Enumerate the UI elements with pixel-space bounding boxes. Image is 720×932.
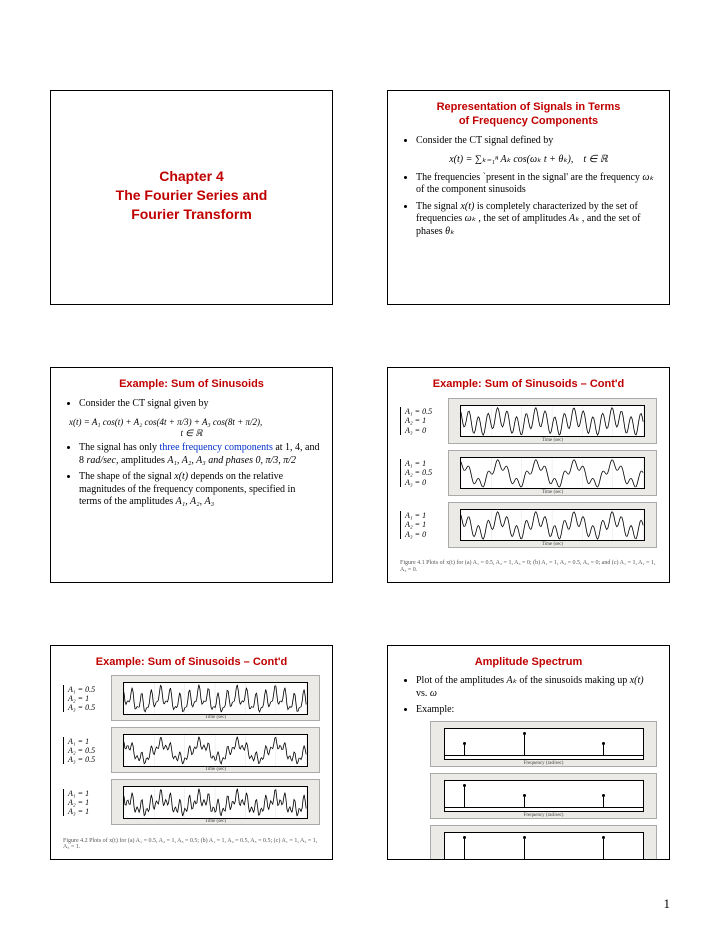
- wave-graph: Time (sec): [111, 727, 320, 773]
- slide-2-title: Representation of Signals in Terms of Fr…: [400, 101, 657, 129]
- panel-params: A₁ = 1A₂ = 0.5A₃ = 0: [400, 459, 442, 487]
- slide-6-b2: Example:: [416, 704, 657, 717]
- wave-panel-row: A₁ = 1A₂ = 0.5A₃ = 0 Time (sec): [400, 450, 657, 496]
- slide-6-bullets: Plot of the amplitudes Aₖ of the sinusoi…: [416, 675, 657, 721]
- slide-1-title: Chapter 4 The Fourier Series and Fourier…: [116, 167, 268, 224]
- slide-3: Example: Sum of Sinusoids Consider the C…: [50, 367, 333, 582]
- slide-1-chapter: Chapter 4: [116, 167, 268, 186]
- slide-4-panels: A₁ = 0.5A₂ = 1A₃ = 0 Time (sec) A₁ = 1A₂…: [400, 398, 657, 558]
- wave-graph: Time (sec): [111, 675, 320, 721]
- slide-2-b1: Consider the CT signal defined by: [416, 135, 657, 148]
- wave-panel-row: A₁ = 1A₂ = 1A₃ = 0 Time (sec): [400, 502, 657, 548]
- slide-3-b2: The signal has only three frequency comp…: [79, 442, 320, 467]
- page-number: 1: [664, 896, 671, 912]
- slide-6-panels: Frequency (rad/sec) Frequency (rad/sec) …: [430, 721, 657, 860]
- wave-graph: Time (sec): [448, 450, 657, 496]
- slide-5-title: Example: Sum of Sinusoids – Cont'd: [63, 656, 320, 670]
- slide-6-b1: Plot of the amplitudes Aₖ of the sinusoi…: [416, 675, 657, 700]
- spectrum-panel-row: Frequency (rad/sec): [430, 721, 657, 767]
- slide-6-title: Amplitude Spectrum: [400, 656, 657, 670]
- slide-2-formula: x(t) = ∑ₖ₌₁ⁿ Aₖ cos(ωₖ t + θₖ), t ∈ ℝ: [400, 154, 657, 167]
- slide-1-line2: The Fourier Series and: [116, 186, 268, 205]
- panel-params: A₁ = 0.5A₂ = 1A₃ = 0: [400, 407, 442, 435]
- wave-panel-row: A₁ = 1A₂ = 1A₃ = 1 Time (sec): [63, 779, 320, 825]
- slide-3-title: Example: Sum of Sinusoids: [63, 378, 320, 392]
- slide-2: Representation of Signals in Terms of Fr…: [387, 90, 670, 305]
- wave-panel-row: A₁ = 0.5A₂ = 1A₃ = 0 Time (sec): [400, 398, 657, 444]
- slide-5-caption: Figure 4.2 Plots of x(t) for (a) A₁ = 0.…: [63, 838, 320, 851]
- slide-4-caption: Figure 4.1 Plots of x(t) for (a) A₁ = 0.…: [400, 560, 657, 573]
- slide-3-bullets: Consider the CT signal given by: [79, 398, 320, 415]
- wave-graph: Time (sec): [448, 398, 657, 444]
- spectrum-panel-row: ω Frequency (rad/sec): [430, 825, 657, 860]
- panel-params: A₁ = 0.5A₂ = 1A₃ = 0.5: [63, 685, 105, 713]
- slide-4: Example: Sum of Sinusoids – Cont'd A₁ = …: [387, 367, 670, 582]
- slide-3-b1: Consider the CT signal given by: [79, 398, 320, 411]
- spectrum-graph: Frequency (rad/sec): [430, 721, 657, 767]
- slide-3-b3: The shape of the signal x(t) depends on …: [79, 471, 320, 509]
- slide-3-formula2: t ∈ ℝ: [63, 428, 320, 439]
- panel-params: A₁ = 1A₂ = 1A₃ = 1: [63, 789, 105, 817]
- wave-graph: Time (sec): [111, 779, 320, 825]
- slide-5-panels: A₁ = 0.5A₂ = 1A₃ = 0.5 Time (sec) A₁ = 1…: [63, 675, 320, 835]
- spectrum-graph: Frequency (rad/sec): [430, 773, 657, 819]
- slide-4-title: Example: Sum of Sinusoids – Cont'd: [400, 378, 657, 392]
- slide-3-bullets2: The signal has only three frequency comp…: [79, 442, 320, 513]
- slide-2-title-l1: Representation of Signals in Terms: [437, 101, 621, 113]
- panel-params: A₁ = 1A₂ = 1A₃ = 0: [400, 511, 442, 539]
- page: Chapter 4 The Fourier Series and Fourier…: [0, 0, 720, 932]
- slide-grid: Chapter 4 The Fourier Series and Fourier…: [50, 90, 670, 860]
- slide-2-bullets2: The frequencies `present in the signal' …: [416, 172, 657, 243]
- spectrum-panel-row: Frequency (rad/sec): [430, 773, 657, 819]
- panel-params: A₁ = 1A₂ = 0.5A₃ = 0.5: [63, 737, 105, 765]
- wave-panel-row: A₁ = 1A₂ = 0.5A₃ = 0.5 Time (sec): [63, 727, 320, 773]
- spectrum-graph: ω Frequency (rad/sec): [430, 825, 657, 860]
- slide-2-bullets: Consider the CT signal defined by: [416, 135, 657, 152]
- wave-graph: Time (sec): [448, 502, 657, 548]
- slide-1: Chapter 4 The Fourier Series and Fourier…: [50, 90, 333, 305]
- slide-2-b3: The signal x(t) is completely characteri…: [416, 201, 657, 239]
- slide-2-b2: The frequencies `present in the signal' …: [416, 172, 657, 197]
- slide-2-title-l2: of Frequency Components: [459, 115, 598, 127]
- slide-1-line3: Fourier Transform: [116, 205, 268, 224]
- slide-1-center: Chapter 4 The Fourier Series and Fourier…: [63, 101, 320, 296]
- slide-5: Example: Sum of Sinusoids – Cont'd A₁ = …: [50, 645, 333, 860]
- slide-3-formula1: x(t) = A₁ cos(t) + A₂ cos(4t + π/3) + A₃…: [69, 417, 320, 428]
- slide-6: Amplitude Spectrum Plot of the amplitude…: [387, 645, 670, 860]
- wave-panel-row: A₁ = 0.5A₂ = 1A₃ = 0.5 Time (sec): [63, 675, 320, 721]
